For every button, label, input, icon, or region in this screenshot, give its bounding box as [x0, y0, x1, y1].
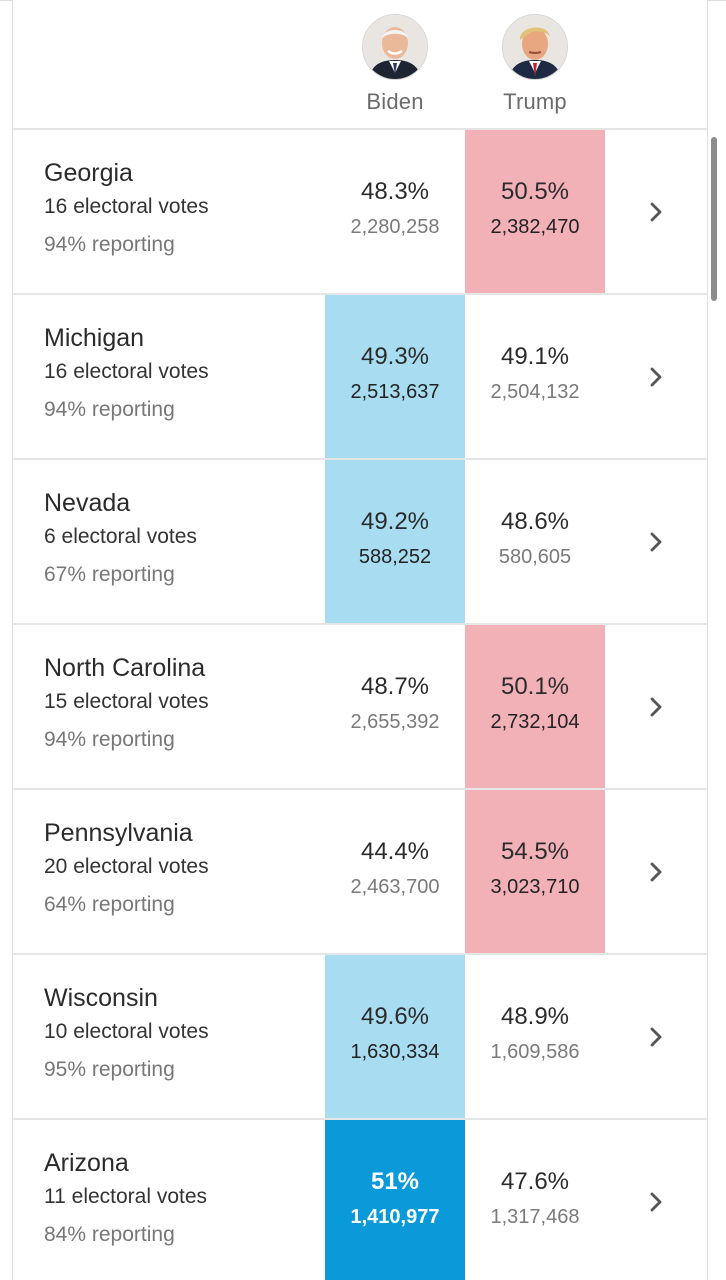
trump-percent: 54.5%	[500, 838, 570, 865]
biden-result-cell: 49.3% 2,513,637	[325, 295, 465, 458]
reporting-status: 67% reporting	[44, 563, 175, 586]
biden-percent: 49.6%	[360, 1003, 430, 1030]
biden-result-cell: 48.7% 2,655,392	[325, 625, 465, 788]
state-name: North Carolina	[44, 654, 206, 682]
trump-percent: 50.5%	[500, 178, 570, 205]
biden-percent: 48.3%	[360, 178, 430, 205]
state-name: Wisconsin	[44, 984, 158, 1012]
biden-vote-count: 2,463,700	[350, 876, 440, 898]
candidate-trump: Trump	[465, 14, 605, 115]
biden-result-cell: 49.2% 588,252	[325, 460, 465, 623]
chevron-right-icon[interactable]	[645, 860, 667, 884]
biden-result-cell: 49.6% 1,630,334	[325, 955, 465, 1118]
trump-percent: 48.6%	[500, 508, 570, 535]
trump-result-cell: 50.5% 2,382,470	[465, 130, 605, 293]
trump-vote-count: 2,382,470	[490, 216, 580, 238]
biden-vote-count: 1,410,977	[350, 1206, 440, 1228]
state-info: Arizona 11 electoral votes 84% reporting	[44, 1148, 207, 1248]
trump-vote-count: 1,317,468	[490, 1206, 580, 1228]
electoral-votes: 15 electoral votes	[44, 690, 209, 713]
trump-percent: 49.1%	[500, 343, 570, 370]
state-info: Georgia 16 electoral votes 94% reporting	[44, 158, 209, 258]
state-row-north-carolina[interactable]: North Carolina 15 electoral votes 94% re…	[13, 625, 707, 790]
chevron-right-icon[interactable]	[645, 365, 667, 389]
state-row-michigan[interactable]: Michigan 16 electoral votes 94% reportin…	[13, 295, 707, 460]
biden-percent: 49.2%	[360, 508, 430, 535]
biden-vote-count: 2,655,392	[350, 711, 440, 733]
trump-result-cell: 50.1% 2,732,104	[465, 625, 605, 788]
biden-percent: 44.4%	[360, 838, 430, 865]
biden-vote-count: 1,630,334	[350, 1041, 440, 1063]
trump-portrait-icon	[502, 14, 568, 80]
state-row-arizona[interactable]: Arizona 11 electoral votes 84% reporting…	[13, 1120, 707, 1280]
trump-vote-count: 3,023,710	[490, 876, 580, 898]
state-name: Nevada	[44, 489, 131, 517]
state-row-wisconsin[interactable]: Wisconsin 10 electoral votes 95% reporti…	[13, 955, 707, 1120]
trump-result-cell: 47.6% 1,317,468	[465, 1120, 605, 1280]
chevron-right-icon[interactable]	[645, 530, 667, 554]
state-info: Michigan 16 electoral votes 94% reportin…	[44, 323, 209, 423]
candidate-name-trump: Trump	[503, 89, 567, 114]
biden-vote-count: 2,280,258	[350, 216, 440, 238]
biden-vote-count: 2,513,637	[350, 381, 440, 403]
state-row-pennsylvania[interactable]: Pennsylvania 20 electoral votes 64% repo…	[13, 790, 707, 955]
trump-result-cell: 48.9% 1,609,586	[465, 955, 605, 1118]
reporting-status: 94% reporting	[44, 398, 175, 421]
chevron-right-icon[interactable]	[645, 1025, 667, 1049]
candidate-biden: Biden	[325, 14, 465, 115]
biden-result-cell: 44.4% 2,463,700	[325, 790, 465, 953]
reporting-status: 64% reporting	[44, 893, 175, 916]
electoral-votes: 11 electoral votes	[44, 1185, 208, 1208]
electoral-votes: 16 electoral votes	[44, 360, 209, 383]
results-card: Biden Trump	[12, 0, 708, 1280]
reporting-status: 84% reporting	[44, 1223, 175, 1246]
biden-vote-count: 588,252	[358, 546, 432, 568]
electoral-votes: 16 electoral votes	[44, 195, 209, 218]
trump-percent: 50.1%	[500, 673, 570, 700]
chevron-right-icon[interactable]	[645, 695, 667, 719]
reporting-status: 95% reporting	[44, 1058, 175, 1081]
biden-percent: 51%	[370, 1168, 420, 1195]
trump-vote-count: 2,732,104	[490, 711, 580, 733]
state-row-nevada[interactable]: Nevada 6 electoral votes 67% reporting 4…	[13, 460, 707, 625]
biden-result-cell: 51% 1,410,977	[325, 1120, 465, 1280]
candidate-name-biden: Biden	[366, 89, 424, 114]
scrollbar[interactable]	[711, 137, 717, 301]
biden-portrait-icon	[362, 14, 428, 80]
electoral-votes: 6 electoral votes	[44, 525, 197, 548]
trump-result-cell: 54.5% 3,023,710	[465, 790, 605, 953]
state-name: Arizona	[44, 1149, 129, 1177]
candidates-header: Biden Trump	[13, 0, 707, 130]
state-info: Pennsylvania 20 electoral votes 64% repo…	[44, 818, 209, 918]
trump-result-cell: 48.6% 580,605	[465, 460, 605, 623]
trump-vote-count: 580,605	[498, 546, 572, 568]
trump-percent: 47.6%	[500, 1168, 570, 1195]
state-info: North Carolina 15 electoral votes 94% re…	[44, 653, 209, 753]
trump-vote-count: 2,504,132	[490, 381, 580, 403]
electoral-votes: 20 electoral votes	[44, 855, 209, 878]
state-name: Michigan	[44, 324, 145, 352]
reporting-status: 94% reporting	[44, 728, 175, 751]
state-row-georgia[interactable]: Georgia 16 electoral votes 94% reporting…	[13, 130, 707, 295]
trump-vote-count: 1,609,586	[490, 1041, 580, 1063]
trump-percent: 48.9%	[500, 1003, 570, 1030]
biden-result-cell: 48.3% 2,280,258	[325, 130, 465, 293]
reporting-status: 94% reporting	[44, 233, 175, 256]
trump-result-cell: 49.1% 2,504,132	[465, 295, 605, 458]
state-info: Nevada 6 electoral votes 67% reporting	[44, 488, 197, 588]
state-results-list: Georgia 16 electoral votes 94% reporting…	[13, 130, 707, 1280]
biden-percent: 49.3%	[360, 343, 430, 370]
biden-percent: 48.7%	[360, 673, 430, 700]
electoral-votes: 10 electoral votes	[44, 1020, 209, 1043]
state-info: Wisconsin 10 electoral votes 95% reporti…	[44, 983, 209, 1083]
state-name: Georgia	[44, 159, 133, 187]
chevron-right-icon[interactable]	[645, 200, 667, 224]
chevron-right-icon[interactable]	[645, 1190, 667, 1214]
state-name: Pennsylvania	[44, 819, 193, 847]
